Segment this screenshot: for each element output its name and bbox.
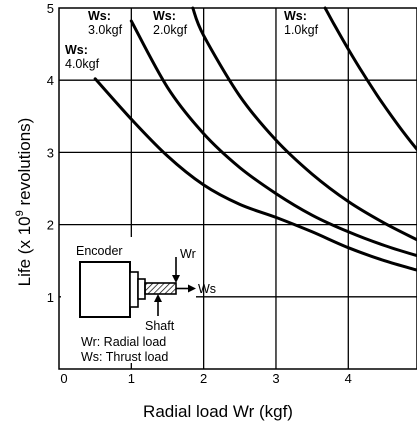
legend-ws-text: Ws: Thrust load: [81, 350, 168, 364]
x-tick-label: 1: [128, 371, 135, 386]
series-label-name: Ws:: [284, 9, 307, 23]
encoder-flange: [129, 271, 139, 308]
x-axis-label: Radial load Wr (kgf): [143, 402, 293, 421]
encoder-label: Encoder: [76, 244, 123, 258]
wr-inset-label: Wr: [180, 247, 196, 261]
series-label-value: 1.0kgf: [284, 23, 319, 37]
ws-inset-label: Ws: [198, 282, 216, 296]
x-tick-label: 0: [60, 371, 67, 386]
legend-wr-text: Wr: Radial load: [81, 335, 166, 349]
shaft-pointer-head: [154, 294, 162, 302]
shaft: [144, 282, 177, 295]
series-label: Ws: 3.0kgf: [88, 9, 123, 37]
series-label-name: Ws:: [153, 9, 176, 23]
series-line-3.0kgf: [129, 19, 417, 258]
x-tick-label: 2: [200, 371, 207, 386]
wr-arrowhead: [172, 275, 180, 283]
series-label-name: Ws:: [88, 9, 111, 23]
series-line-4.0kgf: [93, 77, 417, 272]
series-label-value: 3.0kgf: [88, 23, 123, 37]
series-label: Ws: 2.0kgf: [153, 9, 188, 37]
y-tick-label: 4: [47, 73, 54, 88]
series-lines: [93, 6, 417, 272]
series-label: Ws: 4.0kgf: [65, 43, 100, 71]
series-label-value: 2.0kgf: [153, 23, 188, 37]
x-tick-label: 4: [345, 371, 352, 386]
y-tick-label: 2: [47, 218, 54, 233]
series-label-value: 4.0kgf: [65, 57, 100, 71]
x-tick-label: 3: [272, 371, 279, 386]
plot-frame: [58, 7, 417, 370]
series-line-2.0kgf: [191, 6, 417, 242]
y-tick-label: 5: [47, 1, 54, 16]
encoder-inset: Encoder Ws Wr Shaft Wr: Radial load Ws: …: [61, 237, 216, 364]
y-tick-labels: 1 2 3 4 5: [47, 1, 54, 305]
y-axis-label: Life (x 109 revolutions): [14, 118, 34, 287]
encoder-body: [79, 261, 131, 318]
y-tick-label: 3: [47, 145, 54, 160]
series-line-1.0kgf: [323, 6, 417, 151]
series-label-name: Ws:: [65, 43, 88, 57]
y-axis-exponent: 9: [14, 210, 26, 216]
encoder-collar: [137, 278, 146, 300]
y-tick-label: 1: [47, 290, 54, 305]
shaft-label: Shaft: [145, 319, 175, 333]
ws-arrowhead: [188, 284, 196, 293]
x-tick-labels: 0 1 2 3 4: [60, 371, 352, 386]
series-label: Ws: 1.0kgf: [284, 9, 319, 37]
